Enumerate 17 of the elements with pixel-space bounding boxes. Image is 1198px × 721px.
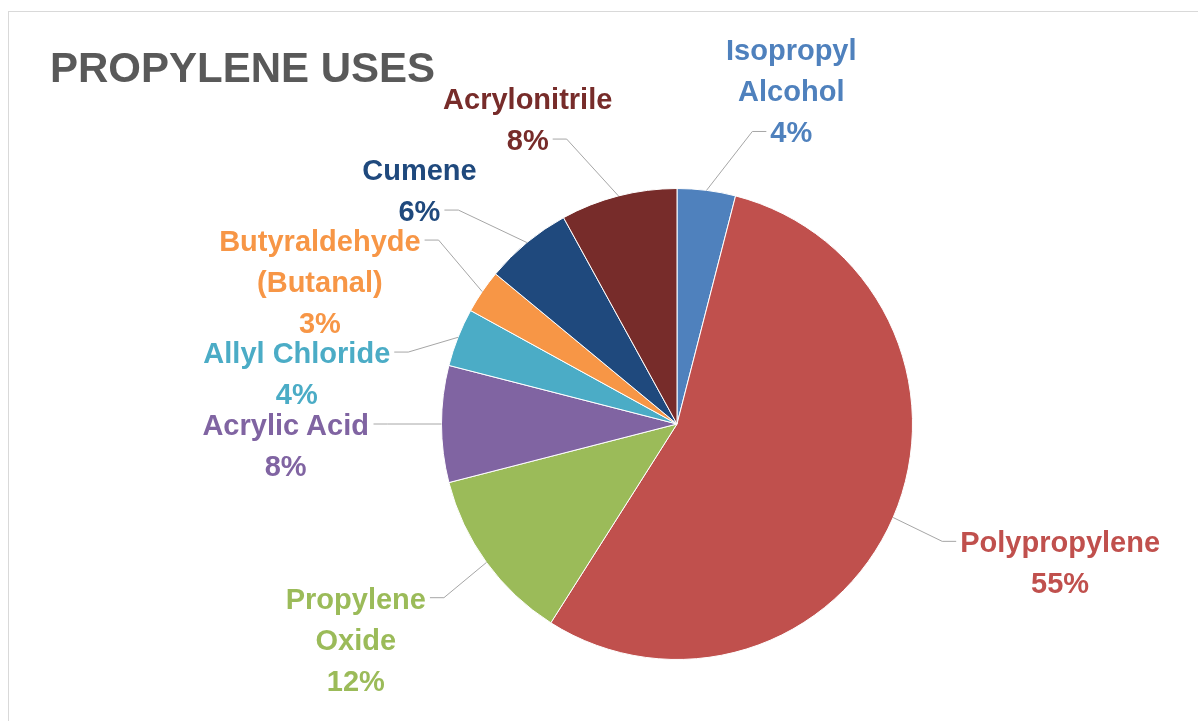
data-label: 12% xyxy=(326,664,386,697)
data-label: 8% xyxy=(264,450,307,482)
data-label: 3% xyxy=(298,307,342,340)
data-label: 4% xyxy=(275,378,318,411)
data-label: 6% xyxy=(398,195,441,228)
slice-label: Acrylonitrile xyxy=(443,83,613,116)
slice-label: Polypropylene xyxy=(960,526,1161,559)
data-label: 8% xyxy=(506,124,549,157)
data-label: 55% xyxy=(1031,567,1090,600)
slice-label: Isopropyl Alcohol xyxy=(726,34,857,108)
slice-label: Propylene Oxide xyxy=(285,582,426,656)
slice-label: Butyraldehyde (Butanal) xyxy=(219,225,421,299)
chart-title: PROPYLENE USES xyxy=(50,44,436,91)
slice-label: Allyl Chloride xyxy=(203,337,391,370)
slice-label: Cumene xyxy=(362,154,477,187)
slice-label: Acrylic Acid xyxy=(202,409,369,441)
data-label: 4% xyxy=(770,116,813,149)
